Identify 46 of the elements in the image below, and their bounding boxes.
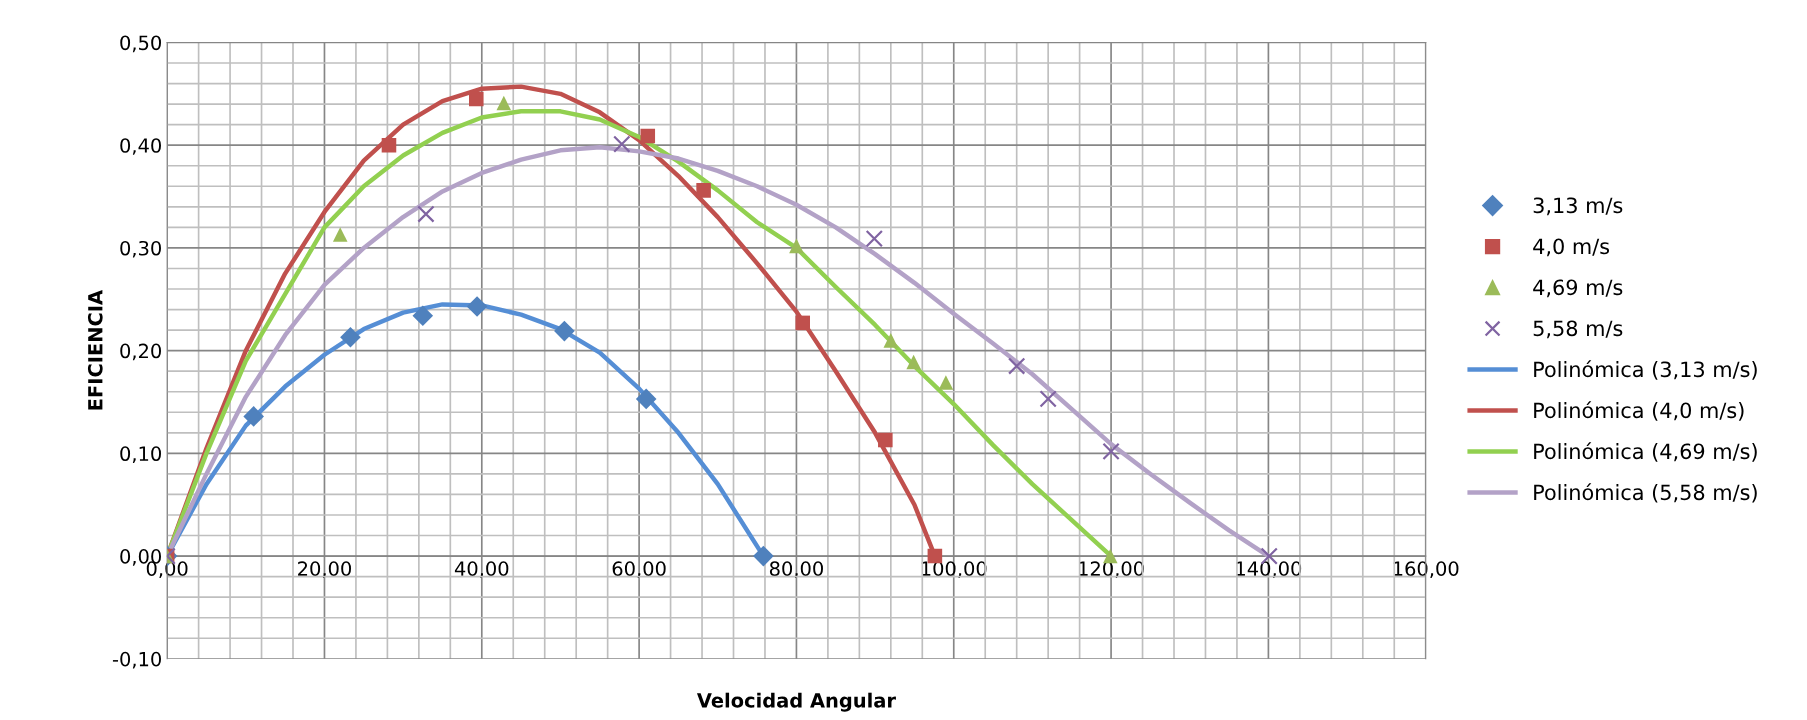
legend-label: Polinómica (4,0 m/s): [1534, 401, 1744, 421]
point: [865, 229, 884, 248]
point: [696, 183, 711, 198]
legend-label: 4,69 m/s: [1533, 279, 1623, 298]
point: [635, 388, 657, 410]
legend-label: 3,13 m/s: [1533, 197, 1623, 216]
point: [381, 137, 397, 153]
point: [789, 238, 804, 254]
point: [1039, 390, 1057, 408]
point: [469, 91, 484, 107]
x-tick-label: 80,00: [769, 561, 823, 578]
legend-label: 5,58 m/s: [1533, 320, 1623, 339]
point: [496, 95, 512, 111]
point: [883, 333, 899, 348]
y-tick-label: 0,50: [120, 35, 161, 53]
legend-label: Polinómica (5,58 m/s): [1534, 483, 1757, 503]
point: [795, 315, 811, 331]
legend-label: Polinómica (3,13 m/s): [1534, 360, 1757, 380]
point: [412, 305, 434, 327]
point: [243, 406, 264, 427]
point: [340, 326, 361, 348]
point: [938, 375, 954, 390]
y-tick-label: 0,10: [120, 446, 161, 464]
x-tick-label: 140,00: [1236, 561, 1302, 578]
x-tick-label: 60,00: [612, 561, 666, 578]
point: [613, 135, 631, 153]
y-tick-label: -0,10: [112, 651, 161, 669]
legend-label: Polinómica (4,69 m/s): [1534, 442, 1757, 462]
point: [1007, 357, 1026, 375]
point: [878, 432, 893, 448]
x-tick-label: 40,00: [454, 561, 509, 578]
x-axis-title: Velocidad Angular: [696, 692, 896, 712]
point: [1102, 442, 1120, 461]
point: [417, 205, 435, 223]
point: [332, 227, 348, 242]
x-tick-label: 20,00: [298, 561, 352, 578]
legend-label: 4,0 m/s: [1533, 238, 1610, 257]
point: [466, 296, 488, 317]
y-tick-label: 0,40: [120, 138, 161, 155]
y-axis-title: EFICIENCIA: [87, 290, 103, 410]
point: [906, 354, 921, 370]
y-tick-label: 0,30: [120, 240, 161, 258]
x-tick-label: 160,00: [1393, 561, 1459, 578]
point: [554, 320, 575, 342]
y-tick-label: 0,20: [120, 343, 161, 361]
point: [640, 128, 656, 144]
